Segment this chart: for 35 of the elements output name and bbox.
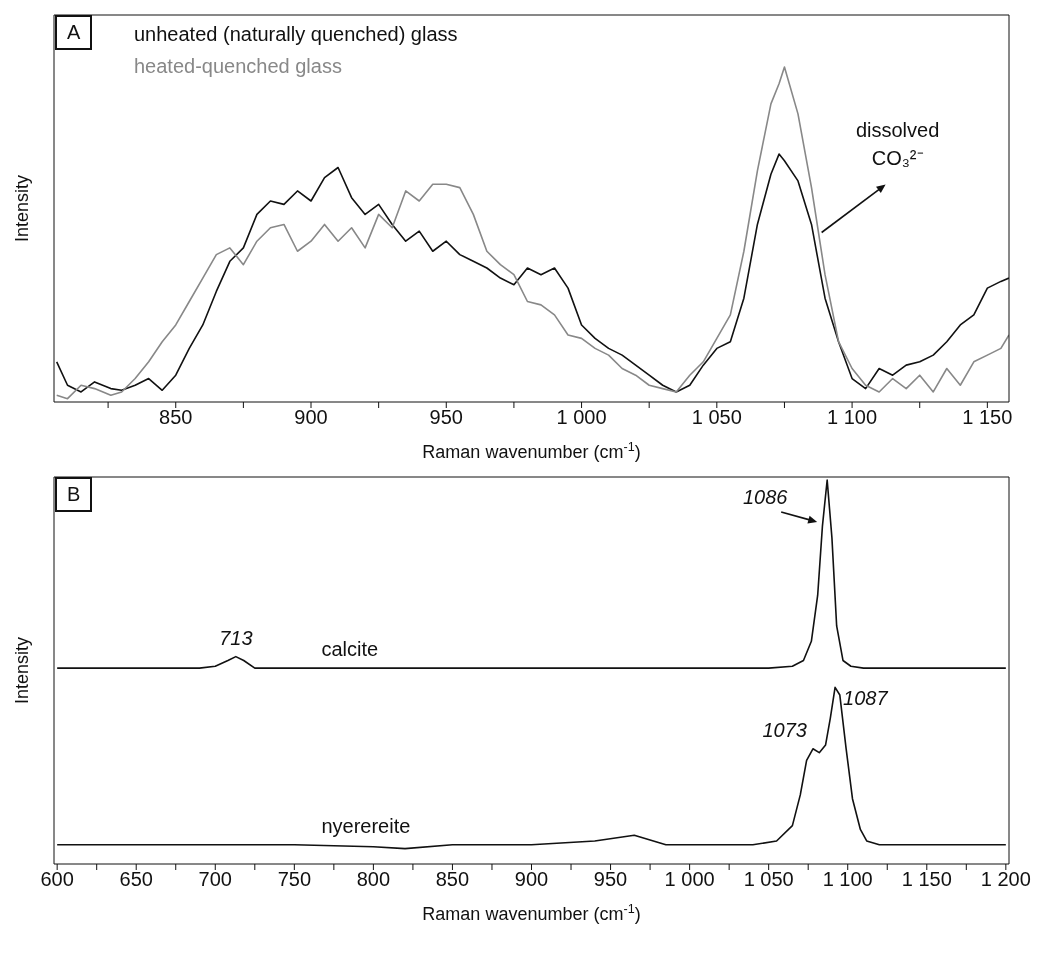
x-tick-label: 900 — [514, 868, 549, 891]
x-axis-title: Raman wavenumber (cm$^{-1}$) — [422, 902, 641, 924]
x-tick-label: 950 — [593, 868, 628, 891]
x-tick-label: 1 150 — [901, 868, 952, 891]
x-tick-label: 800 — [356, 868, 391, 891]
series-label: nyerereite — [321, 814, 411, 837]
x-tick-label: 950 — [429, 406, 463, 429]
annotation: dissolved CO₃²⁻ — [855, 118, 940, 169]
x-tick-label: 1 050 — [743, 868, 794, 891]
y-axis-title: Intensity — [12, 174, 33, 243]
legend-label: unheated (naturally quenched) glass — [134, 22, 458, 47]
x-axis-title: Raman wavenumber (cm$^{-1}$) — [422, 440, 641, 462]
x-tick-label: 1 000 — [664, 868, 715, 891]
x-tick-label: 1 050 — [691, 406, 742, 429]
annotation: 713 — [219, 626, 253, 649]
annotation: B — [55, 477, 93, 512]
x-tick-label: 1 100 — [822, 868, 873, 891]
x-tick-label: 650 — [119, 868, 153, 891]
x-tick-label: 1 150 — [962, 406, 1013, 429]
x-tick-label: 750 — [277, 868, 312, 891]
x-tick-label: 1 000 — [556, 406, 607, 429]
text: A — [55, 15, 93, 50]
x-tick-label: 850 — [159, 406, 193, 429]
x-tick-label: 600 — [40, 868, 74, 891]
x-tick-label: 700 — [198, 868, 232, 891]
x-tick-label: 1 100 — [827, 406, 878, 429]
x-tick-label: 1 200 — [980, 868, 1031, 891]
x-tick-label: 850 — [435, 868, 470, 891]
annotation: 1086 — [742, 486, 789, 508]
x-tick-label: 900 — [294, 406, 328, 429]
series-label: calcite — [321, 638, 379, 661]
text: heated-quenched glass — [134, 54, 343, 79]
annotation: 1073 — [762, 718, 807, 741]
annotation: 1087 — [843, 687, 889, 710]
y-axis-title: Intensity — [12, 636, 33, 705]
